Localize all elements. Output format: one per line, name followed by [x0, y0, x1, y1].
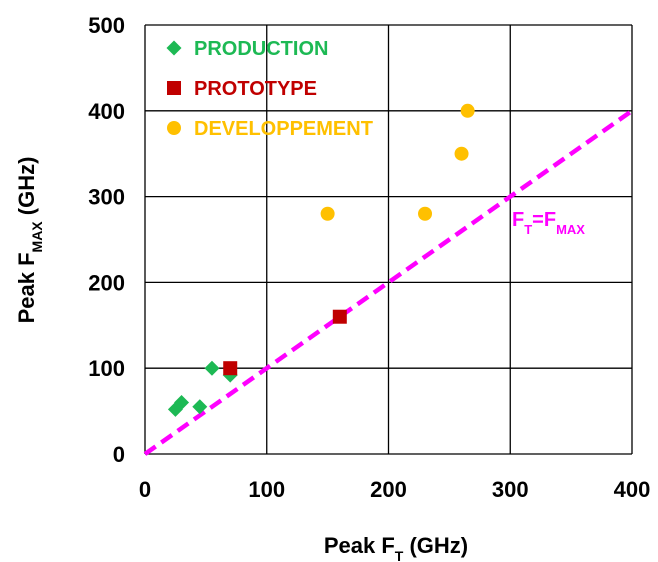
x-tick-label: 200 — [370, 477, 407, 502]
x-tick-label: 0 — [139, 477, 151, 502]
prototype-point — [332, 309, 347, 324]
y-tick-label: 200 — [88, 270, 125, 295]
legend-label-production: PRODUCTION — [194, 38, 328, 60]
developpement-point — [454, 146, 469, 161]
x-axis-title: Peak FT (GHz) — [324, 533, 468, 562]
developpement-point — [418, 206, 433, 221]
legend-marker-production — [166, 40, 182, 56]
prototype-point — [223, 361, 238, 376]
legend-marker-prototype — [167, 81, 181, 95]
y-tick-label: 0 — [113, 442, 125, 467]
x-tick-label: 400 — [614, 477, 651, 502]
production-point — [174, 395, 190, 411]
y-tick-label: 500 — [88, 13, 125, 38]
production-point — [192, 399, 208, 415]
data-points — [167, 103, 475, 417]
x-tick-label: 100 — [248, 477, 285, 502]
legend: PRODUCTION PROTOTYPE DEVELOPPEMENT — [166, 38, 373, 140]
x-tick-labels: 0 100 200 300 400 — [139, 477, 650, 502]
y-tick-label: 300 — [88, 185, 125, 210]
y-axis-title: Peak FMAX (GHz) — [14, 157, 45, 324]
x-tick-label: 300 — [492, 477, 529, 502]
legend-label-prototype: PROTOTYPE — [194, 78, 317, 100]
y-tick-label: 400 — [88, 99, 125, 124]
y-tick-labels: 0 100 200 300 400 500 — [88, 13, 125, 467]
y-tick-label: 100 — [88, 356, 125, 381]
legend-marker-developpement — [167, 121, 181, 135]
ft-equals-fmax-annotation: FT=FMAX — [512, 209, 585, 237]
developpement-point — [460, 103, 475, 118]
production-point — [204, 360, 220, 376]
developpement-point — [320, 206, 335, 221]
legend-label-developpement: DEVELOPPEMENT — [194, 118, 373, 140]
